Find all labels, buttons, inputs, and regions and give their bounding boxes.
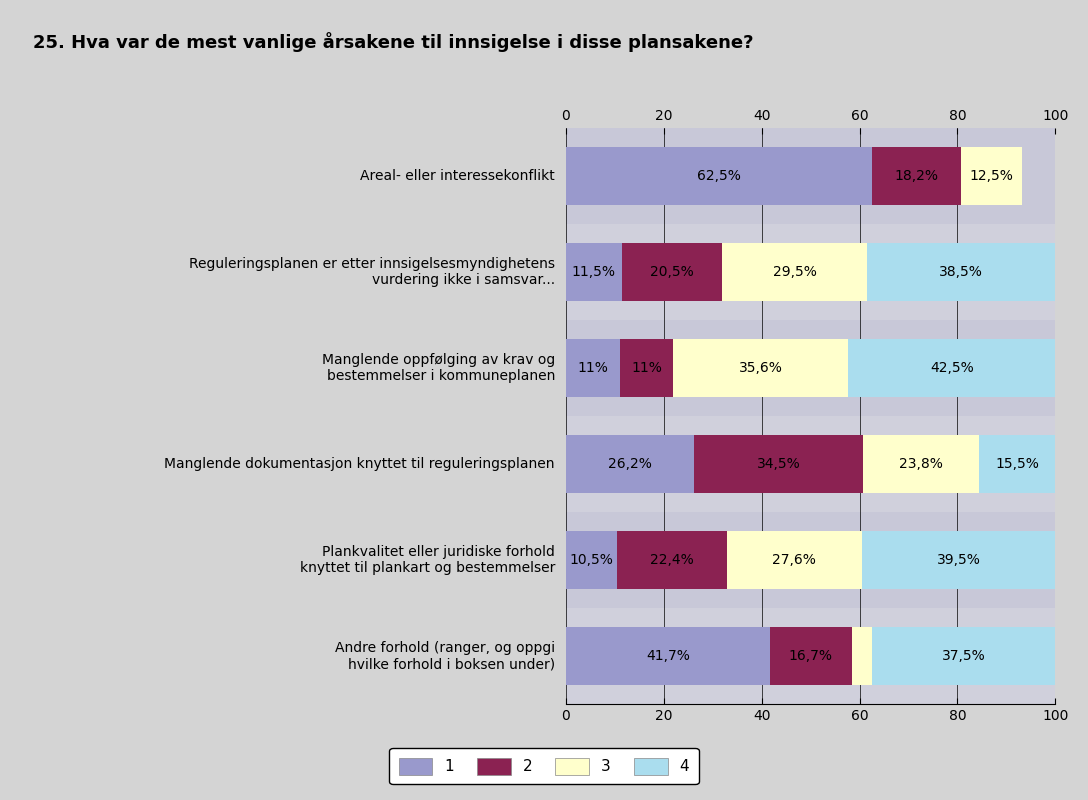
Text: 29,5%: 29,5% (772, 265, 817, 279)
Text: 37,5%: 37,5% (942, 649, 986, 663)
Text: 18,2%: 18,2% (894, 169, 938, 183)
Text: 11%: 11% (631, 361, 662, 375)
Bar (566, 320, 1055, 416)
Bar (727, 531, 862, 589)
Text: Reguleringsplanen er etter innsigelsesmyndighetens
vurdering ikke i samsvar...: Reguleringsplanen er etter innsigelsesmy… (189, 257, 555, 287)
Bar (722, 243, 867, 301)
Text: Plankvalitet eller juridiske forhold
knyttet til plankart og bestemmelser: Plankvalitet eller juridiske forhold kny… (299, 545, 555, 575)
Bar (566, 531, 617, 589)
Text: 39,5%: 39,5% (937, 553, 980, 567)
Bar (852, 627, 871, 685)
Bar (961, 147, 1022, 205)
Text: 38,5%: 38,5% (939, 265, 984, 279)
Bar (566, 416, 1055, 512)
Bar (566, 608, 1055, 704)
Bar (566, 224, 1055, 320)
Bar (566, 512, 1055, 608)
Bar (694, 435, 863, 493)
Legend: 1, 2, 3, 4: 1, 2, 3, 4 (390, 748, 698, 784)
Bar (673, 339, 848, 397)
Bar (862, 531, 1055, 589)
Text: 10,5%: 10,5% (569, 553, 614, 567)
Text: 23,8%: 23,8% (900, 457, 943, 471)
Text: Manglende dokumentasjon knyttet til reguleringsplanen: Manglende dokumentasjon knyttet til regu… (164, 457, 555, 471)
Bar (566, 435, 694, 493)
Bar (863, 435, 979, 493)
Text: 20,5%: 20,5% (651, 265, 694, 279)
Bar (979, 435, 1055, 493)
Bar (871, 627, 1055, 685)
Text: Manglende oppfølging av krav og
bestemmelser i kommuneplanen: Manglende oppfølging av krav og bestemme… (322, 353, 555, 383)
Bar (770, 627, 852, 685)
Text: 11,5%: 11,5% (572, 265, 616, 279)
Text: 34,5%: 34,5% (756, 457, 801, 471)
Text: Areal- eller interessekonflikt: Areal- eller interessekonflikt (360, 169, 555, 183)
Text: 11%: 11% (578, 361, 608, 375)
Bar (620, 339, 673, 397)
Text: 35,6%: 35,6% (739, 361, 782, 375)
Bar (617, 531, 727, 589)
Text: 16,7%: 16,7% (789, 649, 832, 663)
Text: 12,5%: 12,5% (969, 169, 1013, 183)
Text: 26,2%: 26,2% (608, 457, 652, 471)
Bar (566, 243, 622, 301)
Text: 41,7%: 41,7% (646, 649, 690, 663)
Text: 27,6%: 27,6% (772, 553, 816, 567)
Bar (566, 339, 620, 397)
Bar (871, 147, 961, 205)
Text: Andre forhold (ranger, og oppgi
hvilke forhold i boksen under): Andre forhold (ranger, og oppgi hvilke f… (335, 641, 555, 671)
Bar (848, 339, 1055, 397)
Text: 22,4%: 22,4% (651, 553, 694, 567)
Text: 42,5%: 42,5% (930, 361, 974, 375)
Text: 15,5%: 15,5% (996, 457, 1039, 471)
Bar (867, 243, 1055, 301)
Bar (566, 128, 1055, 224)
Bar (622, 243, 722, 301)
Text: 25. Hva var de mest vanlige årsakene til innsigelse i disse plansakene?: 25. Hva var de mest vanlige årsakene til… (33, 32, 753, 52)
Bar (566, 627, 770, 685)
Bar (566, 147, 871, 205)
Text: 62,5%: 62,5% (696, 169, 741, 183)
